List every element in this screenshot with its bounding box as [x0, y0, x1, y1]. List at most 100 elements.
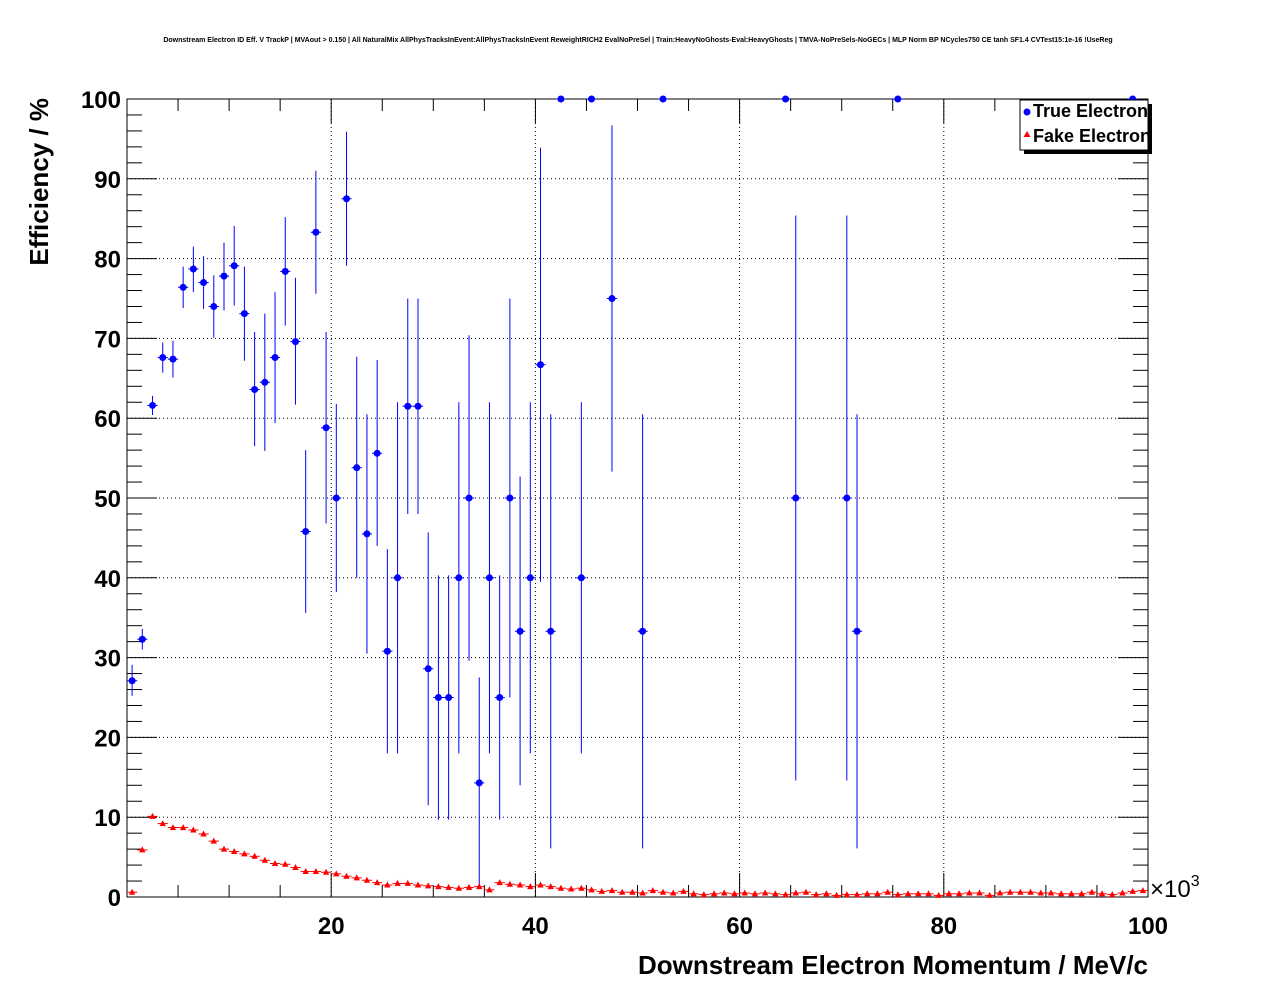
plot-frame: [126, 98, 1149, 898]
fake-electron-point: [149, 812, 156, 819]
true-electron-point: [434, 694, 442, 701]
fake-electron-point: [424, 882, 432, 889]
fake-electron-point: [700, 891, 708, 898]
true-electron-point: [383, 647, 391, 655]
fake-electron-point: [200, 830, 207, 837]
fake-electron-point: [282, 860, 289, 867]
true-electron-point: [322, 424, 330, 432]
fake-electron-point: [680, 887, 687, 894]
fake-electron-point: [333, 870, 340, 877]
fake-electron-point: [261, 856, 269, 863]
fake-electron-point: [618, 888, 626, 895]
y-tick-label: 50: [94, 486, 121, 513]
fake-electron-point: [721, 889, 728, 896]
fake-electron-point: [925, 890, 932, 897]
fake-electron-point: [874, 890, 881, 897]
fake-electron-point: [823, 890, 830, 897]
true-electron-point: [414, 402, 422, 410]
true-electron-point: [230, 262, 238, 270]
y-tick-label: 60: [94, 406, 121, 433]
true-electron-point: [159, 354, 167, 362]
fake-electron-point: [833, 891, 840, 898]
fake-electron-point: [128, 888, 136, 895]
legend-fake-label: Fake Electron: [1033, 126, 1151, 146]
fake-electron-point: [1047, 889, 1055, 896]
true-electron-point: [353, 464, 361, 472]
legend-true-label: True Electron: [1033, 101, 1148, 121]
true-electron-point: [404, 402, 412, 410]
fake-electron-point: [802, 888, 810, 895]
true-electron-point: [659, 95, 667, 103]
fake-electron-point: [343, 872, 350, 879]
true-electron-point: [220, 272, 228, 280]
true-electron-point: [149, 401, 157, 409]
fake-electron-point: [496, 879, 503, 886]
fake-electron-point: [373, 879, 381, 886]
fake-electron-point: [1058, 890, 1065, 897]
fake-electron-point: [404, 879, 411, 886]
true-electron-point: [639, 627, 647, 635]
fake-electron-point: [302, 867, 309, 874]
true-electron-point: [465, 494, 473, 502]
fake-electron-point: [271, 859, 279, 866]
fake-electron-point: [506, 880, 514, 887]
y-tick-label: 20: [94, 725, 121, 752]
true-electron-point: [179, 283, 187, 291]
fake-electron-point: [812, 891, 820, 898]
true-electron-point: [496, 694, 504, 701]
fake-electron-point: [1037, 889, 1044, 896]
true-electron-point: [169, 355, 177, 363]
true-electron-point: [240, 310, 248, 318]
fake-electron-point: [1109, 891, 1116, 898]
fake-electron-point: [782, 891, 789, 898]
true-electron-point: [557, 95, 565, 103]
fake-electron-point: [179, 824, 187, 831]
fake-electron-point: [792, 889, 799, 896]
fake-electron-point: [241, 850, 248, 857]
fake-electron-point: [853, 891, 861, 898]
true-electron-point: [302, 528, 310, 536]
true-electron-point: [792, 494, 800, 502]
true-electron-point: [343, 195, 351, 203]
fake-electron-point: [1088, 888, 1096, 895]
true-electron-point: [373, 449, 381, 457]
fake-electron-point: [659, 888, 667, 895]
y-tick-labels: 0 10 20 30 40 50 60 70 80 90 100: [81, 87, 121, 912]
true-electron-point: [455, 574, 463, 582]
fake-electron-point: [139, 846, 146, 853]
true-electron-point: [312, 228, 320, 236]
true-electron-point: [445, 694, 453, 701]
true-electron-point: [200, 279, 208, 287]
y-axis-label: Efficiency / %: [24, 98, 54, 266]
fake-electron-point: [608, 887, 616, 894]
fake-electron-point: [761, 889, 769, 896]
true-electron-point: [547, 627, 555, 635]
fake-electron-point: [1017, 888, 1024, 895]
fake-electron-point: [465, 883, 473, 890]
fake-electron-point: [557, 884, 565, 891]
fake-electron-point: [445, 883, 452, 890]
x-tick-label: 80: [930, 913, 957, 940]
fake-electron-point: [741, 889, 748, 896]
plot-border: [126, 98, 1149, 898]
true-electron-point: [281, 267, 289, 275]
fake-electron-point: [588, 886, 595, 893]
fake-electron-point: [322, 868, 330, 875]
x-tick-label: 60: [726, 913, 753, 940]
fake-electron-point: [629, 888, 636, 895]
fake-electron-point: [1129, 887, 1136, 894]
y-tick-label: 40: [94, 566, 121, 593]
fake-electron-point: [1006, 888, 1014, 895]
true-electron-point: [843, 494, 851, 502]
true-electron-point: [271, 354, 279, 362]
fake-electron-point: [1098, 890, 1106, 897]
fake-electron-point: [976, 889, 983, 896]
true-electron-point: [588, 95, 596, 103]
fake-electron-point: [1139, 887, 1147, 894]
series-fake-electron: [127, 812, 1148, 898]
fake-electron-point: [1027, 888, 1034, 895]
grid-lines: [127, 99, 1148, 897]
true-electron-point: [894, 95, 902, 103]
fake-electron-point: [384, 881, 391, 888]
true-electron-point: [485, 574, 493, 582]
